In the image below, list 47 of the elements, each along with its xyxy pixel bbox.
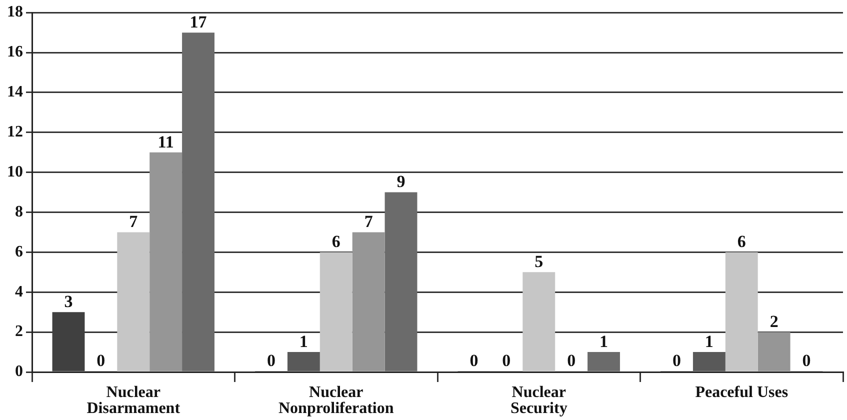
data-label: 6 <box>332 232 340 252</box>
y-tick-label: 12 <box>7 124 23 141</box>
data-label: 0 <box>266 350 276 370</box>
data-label: 1 <box>299 332 308 351</box>
data-label: 7 <box>129 212 138 232</box>
bar <box>522 272 556 372</box>
data-label: 0 <box>672 350 681 370</box>
data-label: 0 <box>502 350 511 370</box>
y-tick-label: 8 <box>15 203 23 220</box>
x-tick-label: Nuclear Disarmament <box>86 384 181 418</box>
x-tick-label: Peaceful Uses <box>695 384 788 402</box>
bar <box>588 352 620 372</box>
data-label: 6 <box>737 232 746 252</box>
y-tick-label: 16 <box>7 44 23 61</box>
y-tick-label: 10 <box>7 163 23 180</box>
bar <box>287 352 320 372</box>
data-label: 0 <box>96 350 106 370</box>
data-label: 3 <box>64 292 73 311</box>
y-tick-label: 14 <box>7 84 23 101</box>
bar <box>182 32 214 372</box>
bar <box>117 232 150 372</box>
data-label: 7 <box>364 212 374 232</box>
x-tick-label: Nuclear Nonproliferation <box>278 384 394 418</box>
y-tick-label: 6 <box>15 243 23 260</box>
y-tick-label: 2 <box>15 323 23 340</box>
y-tick-label: 0 <box>15 363 23 380</box>
bar <box>320 252 352 372</box>
data-label: 11 <box>158 132 174 152</box>
data-label: 17 <box>190 12 208 32</box>
y-tick-label: 4 <box>15 283 23 300</box>
bar <box>150 152 182 372</box>
data-label: 9 <box>396 172 406 192</box>
data-label: 2 <box>770 312 778 331</box>
data-label: 1 <box>600 332 608 351</box>
data-label: 0 <box>802 350 811 370</box>
bar <box>692 352 726 372</box>
data-label: 0 <box>470 350 478 370</box>
bar <box>725 252 758 372</box>
data-label: 0 <box>567 350 576 370</box>
y-tick-label: 18 <box>7 4 23 21</box>
bar <box>384 192 418 372</box>
x-tick-label: Nuclear Security <box>510 384 568 418</box>
bar <box>52 312 85 372</box>
data-label: 5 <box>534 252 544 272</box>
bar <box>352 232 385 372</box>
data-label: 1 <box>704 332 714 351</box>
bar <box>758 332 790 372</box>
